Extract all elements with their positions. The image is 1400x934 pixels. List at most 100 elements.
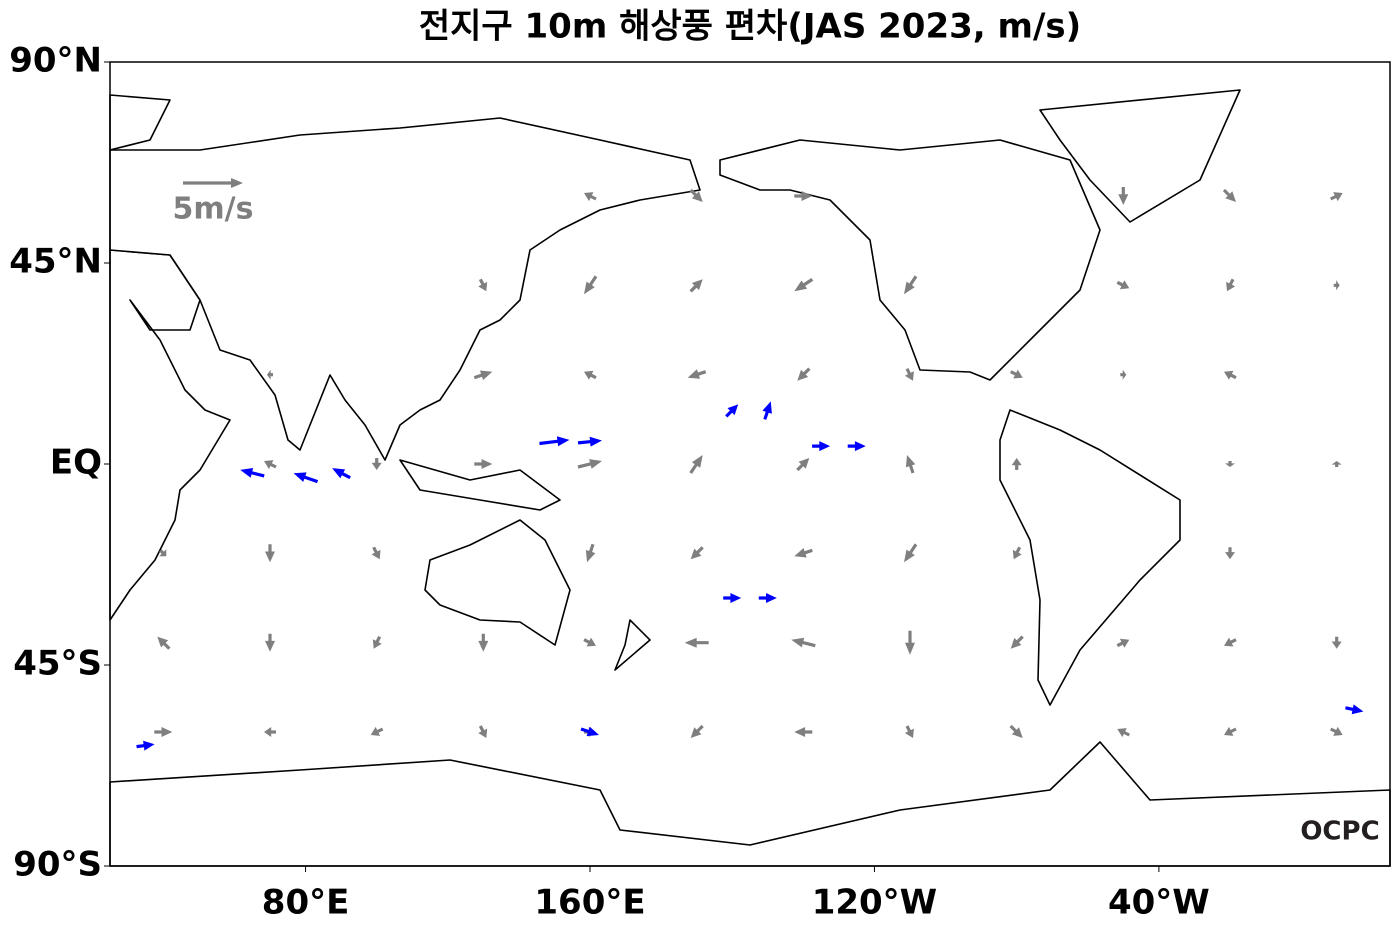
wind-vector (1118, 187, 1129, 205)
reference-label: 5m/s (173, 192, 254, 227)
wind-vector (1224, 726, 1237, 736)
wind-vector (1330, 726, 1343, 736)
x-tick-label: 40°W (1108, 883, 1210, 923)
eurasia (109, 117, 701, 461)
wind-vector (796, 458, 810, 472)
wind-vector (904, 275, 918, 295)
wind-vector (584, 370, 597, 380)
wind-vector (812, 441, 831, 452)
wind-vector (371, 458, 382, 470)
wind-vector (154, 727, 173, 737)
wind-vector (1225, 461, 1235, 467)
wind-vector (1331, 636, 1342, 649)
wind-vector (847, 441, 866, 452)
wind-vector (265, 633, 275, 652)
wind-vector (1333, 280, 1340, 291)
wind-vector (689, 188, 703, 202)
wind-vector (687, 369, 707, 379)
reference-vector (183, 178, 243, 188)
wind-vector (794, 191, 813, 201)
wind-vector (478, 633, 489, 652)
wind-vector (264, 460, 277, 470)
wind-vector (136, 740, 155, 751)
wind-vector (1222, 188, 1236, 202)
wind-vector (1224, 637, 1237, 647)
wind-vector (478, 278, 488, 292)
wind-vector (370, 726, 384, 736)
wind-vector (580, 726, 599, 737)
wind-vector (723, 593, 742, 603)
wind-vector (264, 727, 276, 737)
wind-vector (794, 727, 813, 737)
wind-vector (1116, 638, 1130, 648)
wind-vector (1225, 547, 1235, 560)
wind-vector (577, 459, 602, 469)
x-tick-label: 120°W (812, 883, 937, 923)
maritime-continent (399, 459, 561, 511)
wind-vector (1226, 278, 1236, 292)
wind-vector (1330, 192, 1343, 202)
wind-vector (1012, 546, 1022, 560)
wind-vector (725, 404, 739, 418)
greenland (1039, 89, 1241, 223)
wind-vector (690, 546, 704, 560)
wind-vector (577, 436, 602, 447)
wind-vector (1224, 370, 1237, 380)
wind-vector (684, 637, 709, 648)
wind-vector (159, 549, 167, 557)
wind-vector (905, 455, 916, 474)
wind-vector (1010, 635, 1024, 649)
wind-vector (904, 543, 918, 563)
wind-vector (791, 637, 816, 648)
x-tick-label: 160°E (534, 883, 645, 923)
wind-vector (371, 546, 381, 560)
wind-vector (267, 369, 273, 380)
wind-vector (904, 368, 914, 381)
wind-vector (240, 468, 265, 478)
wind-vector (372, 636, 382, 649)
wind-vector (905, 630, 915, 655)
y-tick-label: 90°S (13, 845, 102, 885)
wind-vector (1010, 369, 1023, 379)
wind-vector (478, 725, 488, 738)
wind-vector (689, 455, 703, 474)
chart-title: 전지구 10m 해상풍 편차(JAS 2023, m/s) (419, 7, 1081, 47)
coastlines (109, 89, 1391, 867)
wind-vector (1345, 704, 1364, 715)
y-tick-label: 45°S (13, 644, 102, 684)
wind-vector (1011, 458, 1022, 470)
wind-vector (762, 401, 772, 420)
wind-vector (689, 279, 703, 293)
wind-vector (1117, 728, 1130, 738)
south-america (999, 409, 1181, 706)
wind-vector (157, 636, 171, 650)
y-tick-label: EQ (50, 443, 102, 483)
australia (424, 519, 571, 646)
north-america (719, 139, 1101, 381)
wind-vector (584, 275, 598, 295)
wind-vector (583, 637, 596, 647)
wind-vector (1116, 280, 1130, 290)
wind-vector (758, 593, 777, 603)
wind-vector (1120, 369, 1127, 380)
wind-vector (473, 370, 493, 380)
wind-vector (797, 367, 811, 381)
wind-vector (904, 725, 914, 738)
x-tick-label: 80°E (262, 883, 350, 923)
logo: OCPC (1300, 817, 1379, 847)
y-tick-label: 90°N (9, 41, 102, 81)
wind-vector (265, 544, 275, 563)
new-zealand (614, 619, 651, 671)
wind-vector (332, 468, 351, 480)
wind-vector (794, 278, 814, 292)
wind-vector (293, 472, 319, 484)
wind-vector (794, 548, 813, 558)
wind-vector (584, 192, 597, 202)
wind-vector (539, 436, 570, 447)
y-tick-label: 45°N (9, 242, 102, 282)
wind-vector (1331, 461, 1342, 467)
wind-vector (1009, 724, 1023, 738)
wind-vector (690, 724, 704, 738)
